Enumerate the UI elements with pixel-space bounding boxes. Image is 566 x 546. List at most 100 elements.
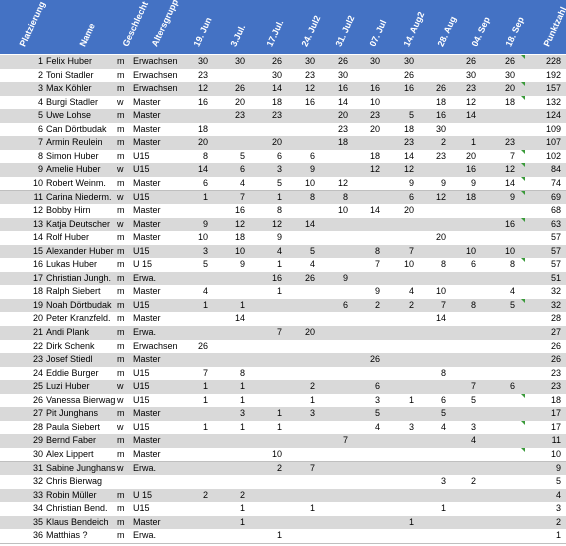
column-header[interactable]: 18. Sep	[491, 0, 525, 54]
gender-cell[interactable]: m	[117, 503, 125, 514]
column-header[interactable]: 3.Jul.	[214, 0, 251, 54]
rank-cell[interactable]: 13	[32, 218, 43, 229]
column-header[interactable]: 14. Aug2	[389, 0, 426, 54]
age-group-cell[interactable]: Master	[133, 123, 161, 134]
table-row[interactable]: 1 Felix Huber m Erwachsen 30 30 26 30 26 30 30 26 26…	[0, 55, 566, 69]
points-cell[interactable]: 2	[202, 489, 208, 500]
points-cell[interactable]	[318, 150, 348, 164]
points-cell[interactable]: 10	[337, 205, 348, 216]
points-cell[interactable]	[350, 136, 380, 150]
table-row[interactable]: 27 Pit Junghans m Master 3 1 3 5 5 17	[0, 407, 566, 421]
points-cell[interactable]: 2	[374, 299, 380, 310]
points-cell[interactable]: 14	[435, 313, 446, 324]
age-group-cell[interactable]: U15	[133, 164, 150, 175]
age-group-cell[interactable]: Master	[133, 516, 161, 527]
points-cell[interactable]	[485, 394, 515, 408]
points-cell[interactable]: 8	[470, 299, 476, 310]
points-cell[interactable]	[178, 475, 208, 489]
name-cell[interactable]: Sabine Junghans	[46, 462, 116, 473]
points-cell[interactable]: 6	[440, 394, 446, 405]
points-cell[interactable]	[252, 367, 282, 381]
points-cell[interactable]	[252, 489, 282, 503]
rank-cell[interactable]: 1	[37, 56, 43, 66]
points-cell[interactable]	[350, 177, 380, 191]
points-cell[interactable]: 2	[239, 489, 245, 500]
points-cell[interactable]	[318, 326, 348, 340]
points-cell[interactable]: 2	[470, 476, 476, 487]
points-cell[interactable]	[485, 326, 515, 340]
points-cell[interactable]: 12	[403, 164, 414, 175]
name-cell[interactable]: Robin Müller	[46, 489, 97, 500]
age-group-cell[interactable]: U 15	[133, 259, 153, 270]
points-cell[interactable]: 9	[440, 177, 446, 188]
points-cell[interactable]: 26	[234, 83, 245, 94]
points-cell[interactable]: 1	[239, 516, 245, 527]
points-cell[interactable]	[384, 529, 414, 543]
points-cell[interactable]	[252, 340, 282, 354]
points-cell[interactable]	[485, 421, 515, 435]
points-cell[interactable]	[350, 312, 380, 326]
age-group-cell[interactable]: U15	[133, 245, 150, 256]
table-row[interactable]: 24 Eddie Burger m U15 7 8 8 23	[0, 367, 566, 382]
gender-cell[interactable]: m	[117, 150, 125, 161]
points-cell[interactable]: 1	[276, 191, 282, 202]
points-cell[interactable]	[384, 326, 414, 340]
points-cell[interactable]: 5	[202, 259, 208, 270]
points-cell[interactable]	[252, 394, 282, 408]
points-cell[interactable]	[384, 96, 414, 110]
name-cell[interactable]: Paula Siebert	[46, 421, 101, 432]
points-cell[interactable]	[215, 340, 245, 354]
points-cell[interactable]: 3	[440, 476, 446, 487]
points-cell[interactable]	[215, 326, 245, 340]
points-cell[interactable]: 5	[509, 299, 515, 310]
points-cell[interactable]	[485, 529, 515, 543]
total-points-cell[interactable]: 68	[550, 205, 561, 216]
points-cell[interactable]: 6	[239, 164, 245, 175]
points-cell[interactable]: 20	[234, 96, 245, 107]
points-cell[interactable]	[285, 421, 315, 435]
column-header[interactable]: 31. Jul2	[321, 0, 356, 54]
points-cell[interactable]	[446, 326, 476, 340]
column-header[interactable]: 17.Jul.	[251, 0, 286, 54]
points-cell[interactable]: 7	[202, 367, 208, 378]
points-cell[interactable]: 18	[271, 96, 282, 107]
points-cell[interactable]: 14	[369, 205, 380, 216]
rank-cell[interactable]: 9	[37, 164, 43, 175]
points-cell[interactable]: 23	[465, 83, 476, 94]
points-cell[interactable]: 6	[342, 299, 348, 310]
rank-cell[interactable]: 31	[32, 462, 43, 473]
points-cell[interactable]	[485, 489, 515, 503]
points-cell[interactable]	[178, 529, 208, 543]
points-cell[interactable]	[285, 299, 315, 313]
points-cell[interactable]: 3	[202, 245, 208, 256]
points-cell[interactable]	[318, 489, 348, 503]
points-cell[interactable]: 20	[435, 232, 446, 243]
points-cell[interactable]: 26	[403, 69, 414, 80]
rank-cell[interactable]: 30	[32, 448, 43, 459]
points-cell[interactable]	[178, 353, 208, 367]
points-cell[interactable]	[178, 502, 208, 516]
points-cell[interactable]	[215, 69, 245, 83]
table-row[interactable]: 22 Dirk Schenk m Erwachsen 26 26	[0, 340, 566, 355]
name-cell[interactable]: Klaus Bendeich	[46, 516, 109, 527]
points-cell[interactable]: 12	[304, 83, 315, 94]
rank-cell[interactable]: 36	[32, 530, 43, 541]
gender-cell[interactable]: m	[117, 408, 125, 419]
gender-cell[interactable]: m	[117, 83, 125, 94]
points-cell[interactable]	[416, 272, 446, 286]
points-cell[interactable]	[384, 272, 414, 286]
age-group-cell[interactable]: U15	[133, 503, 150, 514]
points-cell[interactable]: 8	[440, 367, 446, 378]
points-cell[interactable]	[178, 448, 208, 462]
points-cell[interactable]	[318, 448, 348, 462]
name-cell[interactable]: Bernd Faber	[46, 435, 97, 446]
rank-cell[interactable]: 11	[33, 191, 43, 202]
points-cell[interactable]: 6	[408, 191, 414, 202]
points-cell[interactable]	[318, 231, 348, 245]
points-cell[interactable]	[215, 434, 245, 448]
total-points-cell[interactable]: 109	[545, 123, 561, 134]
column-header[interactable]: 24. Jul2	[286, 0, 322, 54]
name-cell[interactable]: Amelie Huber	[46, 164, 101, 175]
age-group-cell[interactable]: Erwa.	[133, 530, 157, 541]
age-group-cell[interactable]: Master	[133, 96, 161, 107]
